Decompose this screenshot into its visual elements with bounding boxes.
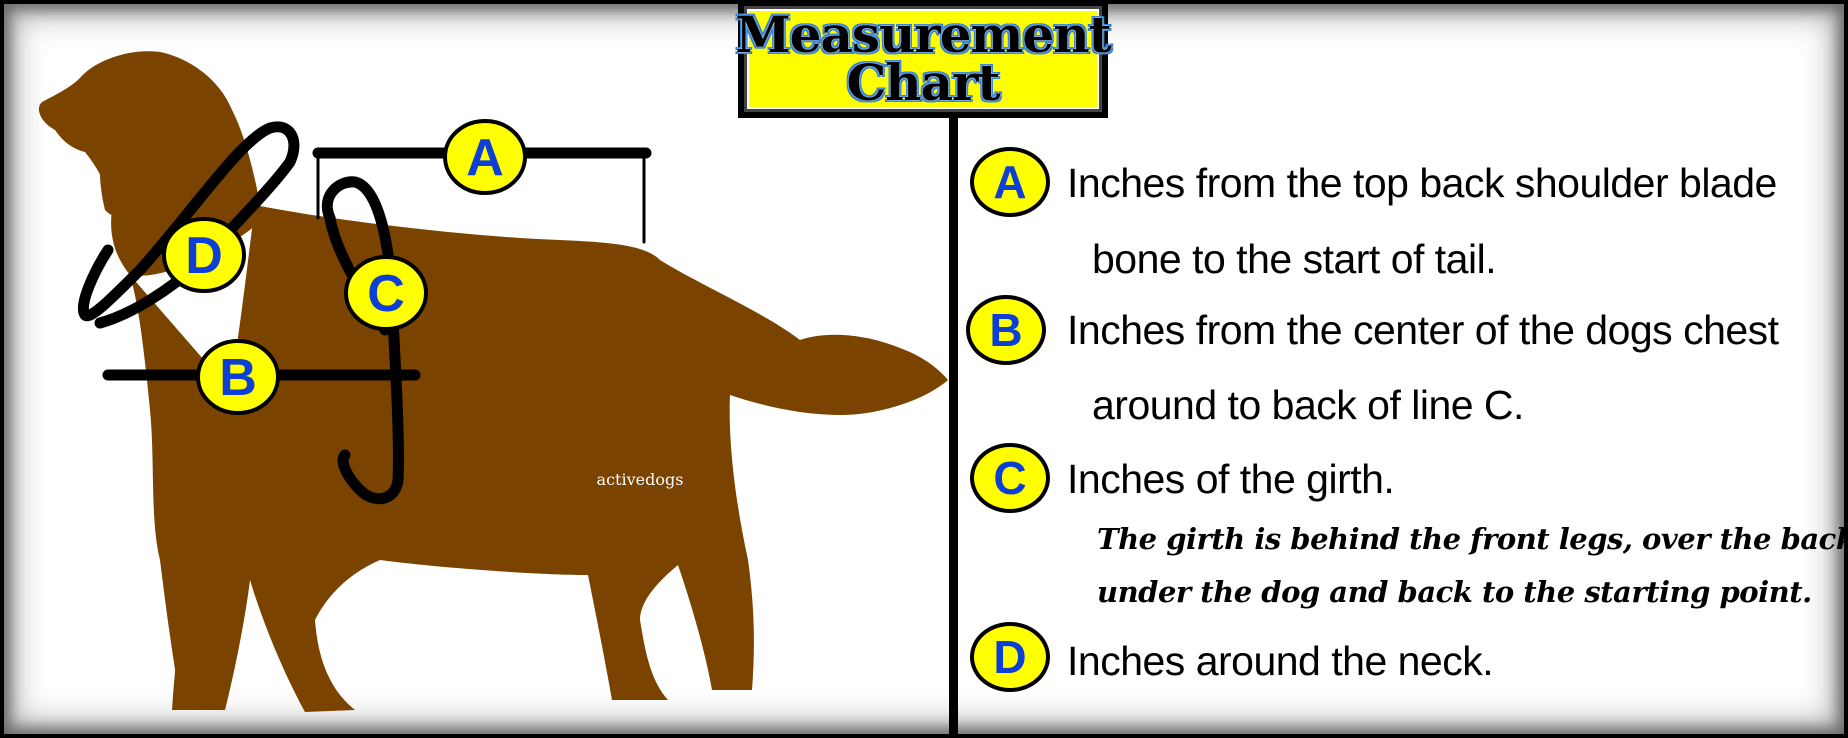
- legend-badge-b: B: [966, 295, 1046, 365]
- vertical-divider: [949, 118, 958, 738]
- legend-d-line-1: Inches around the neck.: [1067, 638, 1494, 684]
- title-plaque: Measurement Chart: [735, 6, 1112, 112]
- diagram-badge-b: B: [196, 339, 280, 415]
- legend-c-line-1: Inches of the girth.: [1067, 456, 1395, 502]
- legend-badge-a: A: [970, 147, 1050, 217]
- svg-text:A: A: [466, 129, 504, 187]
- legend-c-note-1: The girth is behind the front legs, over…: [1097, 522, 1848, 556]
- svg-text:D: D: [185, 227, 223, 285]
- title-line-2: Chart: [846, 53, 1001, 112]
- loop-d: [78, 121, 300, 322]
- title-box: Measurement Chart: [735, 0, 1112, 118]
- legend-c-note-2: under the dog and back to the starting p…: [1097, 575, 1812, 609]
- legend-a-line-1: Inches from the top back shoulder blade: [1067, 160, 1777, 206]
- diagram-badge-c: C: [344, 255, 428, 331]
- diagram-badge-d: D: [162, 217, 246, 293]
- legend-badge-d: D: [970, 622, 1050, 692]
- loop-c: [321, 176, 404, 505]
- legend-b-line-2: around to back of line C.: [1092, 382, 1524, 428]
- legend-b-line-1: Inches from the center of the dogs chest: [1067, 307, 1779, 353]
- dog-diagram: A B C D activedogs: [38, 51, 948, 712]
- watermark: activedogs: [597, 470, 684, 489]
- legend-a-line-2: bone to the start of tail.: [1092, 236, 1497, 282]
- diagram-badge-a: A: [443, 119, 527, 195]
- title-line-1: Measurement: [735, 5, 1111, 64]
- svg-text:C: C: [367, 265, 405, 323]
- legend-badge-c: C: [970, 443, 1050, 513]
- svg-text:B: B: [219, 349, 257, 407]
